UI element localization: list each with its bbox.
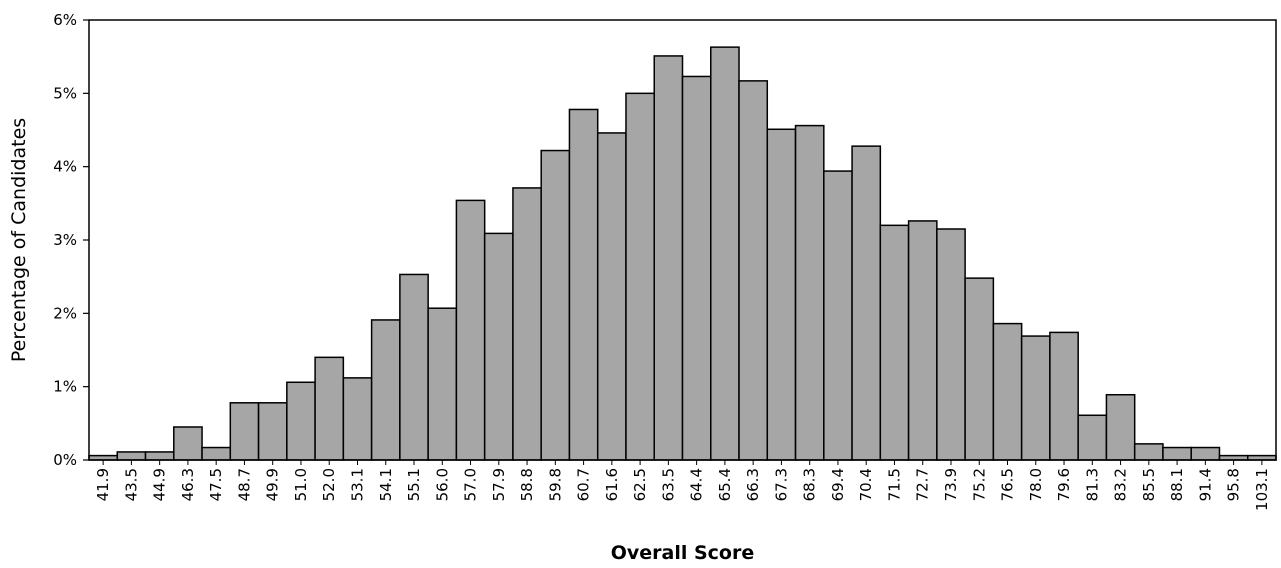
y-axis-title: Percentage of Candidates	[8, 118, 30, 362]
plot-area-frame	[88, 19, 1277, 461]
histogram-bar	[710, 46, 740, 461]
histogram-bar	[851, 145, 882, 461]
x-axis-tick-labels: 41.9 43.5 44.9 46.3 47.5 48.7 49.9 51.0 52.0 53.1…	[94, 460, 1271, 511]
histogram-bars	[88, 46, 1277, 461]
histogram-bar	[1049, 331, 1079, 461]
x-tick-label: 43.5	[122, 468, 140, 501]
x-tick-label: 66.3	[744, 468, 762, 501]
y-axis-ticks: 0% 1% 2% 3% 4% 5% 6%	[53, 11, 89, 469]
x-tick-label: 73.9	[942, 468, 960, 501]
histogram-bar	[936, 228, 966, 461]
histogram-bar	[229, 402, 260, 461]
y-tick-label: 2%	[53, 304, 77, 322]
histogram-bar	[596, 132, 627, 461]
y-tick-label: 0%	[53, 451, 77, 469]
y-tick-label: 3%	[53, 231, 77, 249]
histogram-bar	[399, 273, 429, 461]
x-tick-label: 85.5	[1140, 468, 1158, 501]
histogram-bar	[1077, 414, 1108, 461]
y-tick-label: 1%	[53, 378, 77, 396]
histogram-bar	[879, 224, 910, 461]
x-tick-label: 54.1	[377, 468, 395, 501]
histogram-bar	[625, 92, 655, 461]
x-tick-label: 68.3	[801, 468, 819, 501]
x-tick-label: 70.4	[857, 468, 875, 501]
x-tick-label: 53.1	[348, 468, 366, 501]
x-tick-label: 76.5	[999, 468, 1017, 501]
histogram-bar	[286, 381, 316, 461]
x-tick-label: 57.9	[490, 468, 508, 501]
x-tick-label: 78.0	[1027, 468, 1045, 501]
histogram-bar	[483, 232, 514, 461]
histogram-bar	[1162, 446, 1192, 461]
histogram-bar	[173, 426, 203, 461]
histogram-bar	[1133, 443, 1164, 461]
x-tick-label: 63.5	[659, 468, 677, 501]
x-tick-label: 95.8	[1225, 468, 1243, 501]
x-tick-label: 65.4	[716, 468, 734, 501]
x-tick-label: 71.5	[885, 468, 903, 501]
x-tick-label: 44.9	[151, 468, 169, 501]
histogram-bar	[427, 307, 458, 461]
histogram-bar	[342, 377, 373, 461]
x-tick-label: 62.5	[631, 468, 649, 501]
y-tick-label: 5%	[53, 84, 77, 102]
histogram-bar	[1190, 446, 1221, 461]
histogram-bar	[766, 128, 797, 461]
x-tick-label: 91.4	[1196, 468, 1214, 501]
x-tick-label: 56.0	[433, 468, 451, 501]
x-tick-label: 75.2	[970, 468, 988, 501]
histogram-bar	[540, 149, 571, 461]
x-tick-label: 48.7	[235, 468, 253, 501]
x-tick-label: 69.4	[829, 468, 847, 501]
x-tick-label: 58.8	[518, 468, 536, 501]
histogram-bar	[738, 80, 769, 461]
x-tick-label: 88.1	[1168, 468, 1186, 501]
x-tick-label: 103.1	[1253, 468, 1271, 511]
histogram-bar	[681, 75, 712, 461]
histogram-bar	[964, 277, 995, 461]
x-tick-label: 72.7	[914, 468, 932, 501]
x-tick-label: 60.7	[575, 468, 593, 501]
histogram-bar	[201, 446, 232, 461]
y-tick-label: 4%	[53, 158, 77, 176]
x-tick-label: 55.1	[405, 468, 423, 501]
histogram-bar	[1105, 393, 1136, 461]
histogram-bar	[116, 451, 147, 461]
histogram-bar	[370, 319, 401, 461]
x-axis-title: Overall Score	[611, 542, 755, 564]
histogram-bar	[314, 356, 345, 461]
histogram-bar	[455, 199, 486, 461]
x-tick-label: 79.6	[1055, 468, 1073, 501]
histogram-bar	[907, 220, 938, 461]
x-tick-label: 52.0	[320, 468, 338, 501]
histogram-bar	[257, 402, 288, 461]
x-tick-label: 83.2	[1112, 468, 1130, 501]
x-tick-label: 57.0	[462, 468, 480, 501]
histogram-bar	[512, 187, 542, 461]
x-tick-label: 61.6	[603, 468, 621, 501]
histogram-bar	[144, 451, 175, 461]
x-tick-label: 41.9	[94, 468, 112, 501]
x-tick-label: 59.8	[546, 468, 564, 501]
x-tick-label: 67.3	[772, 468, 790, 501]
y-tick-label: 6%	[53, 11, 77, 29]
x-tick-label: 46.3	[179, 468, 197, 501]
x-tick-label: 81.3	[1083, 468, 1101, 501]
x-tick-label: 51.0	[292, 468, 310, 501]
histogram-bar	[1020, 335, 1051, 461]
histogram-bar	[653, 55, 684, 461]
histogram-bar	[568, 108, 599, 461]
x-tick-label: 64.4	[688, 468, 706, 501]
histogram-bar	[794, 124, 825, 461]
histogram-bar	[823, 170, 853, 461]
histogram-bar	[992, 322, 1023, 461]
x-tick-label: 47.5	[207, 468, 225, 501]
x-tick-label: 49.9	[264, 468, 282, 501]
